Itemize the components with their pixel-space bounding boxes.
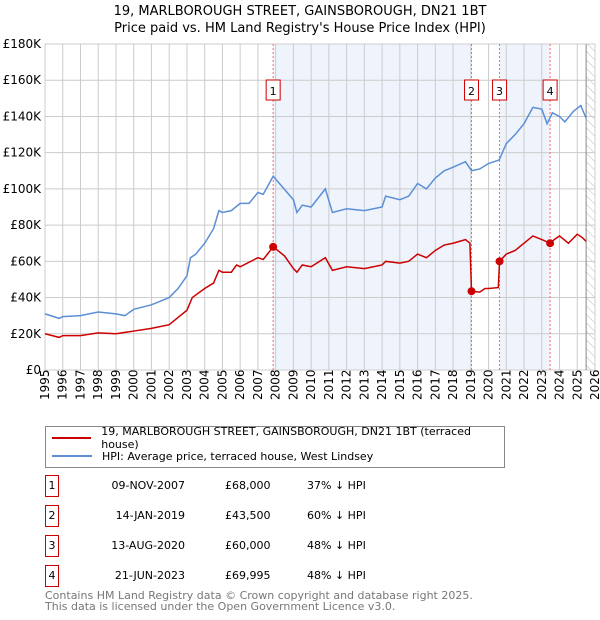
- sale-number: 2: [45, 505, 59, 527]
- chart: 1995 1996 1997 1998 1999 2000 2001 2002 2003 2004…: [3, 37, 600, 400]
- x-tick-label: 2014: [375, 369, 389, 400]
- forecast-hatch: [586, 44, 595, 370]
- sale-row: 3 13-AUG-2020 £60,000 48% ↓ HPI: [45, 535, 545, 557]
- property-price-line: [44, 233, 587, 339]
- x-tick-label: 2010: [304, 369, 318, 400]
- sale-marker-label: 4: [547, 85, 554, 98]
- sale-row: 2 14-JAN-2019 £43,500 60% ↓ HPI: [45, 505, 545, 527]
- x-tick-label: 2008: [269, 369, 283, 400]
- y-tick-label: £140K: [3, 109, 43, 123]
- x-tick-label: 2011: [322, 369, 336, 400]
- sale-hpi-diff: 37% ↓ HPI: [307, 479, 366, 492]
- sale-date: 14-JAN-2019: [115, 509, 185, 522]
- x-tick-label: 2018: [446, 369, 460, 400]
- y-tick-label: £120K: [3, 146, 43, 160]
- sale-hpi-diff: 48% ↓ HPI: [307, 539, 366, 552]
- sale-marker-box: [492, 79, 508, 101]
- sale-marker-label: 1: [270, 85, 277, 98]
- x-tick-label: 2025: [570, 369, 584, 400]
- x-tick-label: 2007: [251, 369, 265, 400]
- legend-label: HPI: Average price, terraced house, West…: [102, 449, 374, 463]
- sale-number: 1: [45, 475, 59, 497]
- sale-hpi-diff: 60% ↓ HPI: [307, 509, 366, 522]
- sale-price: £69,995: [225, 569, 271, 582]
- x-tick-label: 2006: [233, 369, 247, 400]
- x-tick-label: 2026: [588, 369, 600, 400]
- x-tick-label: 1997: [73, 369, 87, 400]
- sale-point: [495, 257, 504, 266]
- y-tick-label: £40K: [10, 291, 42, 305]
- x-tick-label: 2017: [428, 369, 442, 400]
- y-tick-label: £80K: [10, 218, 42, 232]
- sale-number: 3: [45, 535, 59, 557]
- x-tick-label: 2012: [340, 369, 354, 400]
- y-tick-label: £20K: [10, 327, 42, 341]
- sale-point: [269, 242, 278, 251]
- sale-row: 1 09-NOV-2007 £68,000 37% ↓ HPI: [45, 475, 545, 497]
- x-tick-label: 2020: [482, 369, 496, 400]
- x-tick-label: 2004: [198, 369, 212, 400]
- x-tick-label: 2000: [127, 369, 141, 400]
- x-tick-label: 2022: [517, 369, 531, 400]
- sale-marker-label: 3: [496, 85, 503, 98]
- shaded-region: [499, 44, 551, 370]
- x-tick-label: 2005: [215, 369, 229, 400]
- sale-hpi-diff: 48% ↓ HPI: [307, 569, 366, 582]
- footer-line: Contains HM Land Registry data © Crown c…: [45, 589, 473, 602]
- sale-row: 4 21-JUN-2023 £69,995 48% ↓ HPI: [45, 565, 545, 587]
- y-tick-label: £100K: [3, 182, 43, 196]
- shaded-region: [273, 44, 472, 370]
- footer: Contains HM Land Registry data © Crown c…: [45, 590, 473, 612]
- sale-price: £68,000: [225, 479, 271, 492]
- legend-label: 19, MARLBOROUGH STREET, GAINSBOROUGH, DN…: [101, 425, 471, 451]
- x-tick-label: 2002: [162, 369, 176, 400]
- y-tick-label: £60K: [10, 254, 42, 268]
- sale-marker-box: [265, 79, 281, 101]
- x-tick-label: 2023: [535, 369, 549, 400]
- chart-title: 19, MARLBOROUGH STREET, GAINSBOROUGH, DN…: [113, 4, 487, 19]
- x-tick-label: 2009: [286, 369, 300, 400]
- sale-point: [546, 239, 555, 248]
- sale-marker-box: [464, 79, 480, 101]
- x-tick-label: 2001: [144, 369, 158, 400]
- sale-marker-label: 2: [468, 85, 475, 98]
- legend: 19, MARLBOROUGH STREET, GAINSBOROUGH, DN…: [45, 425, 505, 468]
- sale-point: [467, 287, 476, 296]
- sale-marker-box: [542, 79, 558, 101]
- sale-price: £43,500: [225, 509, 271, 522]
- x-tick-label: 2003: [180, 369, 194, 400]
- y-tick-label: £180K: [3, 37, 43, 51]
- x-tick-label: 1998: [91, 369, 105, 400]
- x-tick-label: 2013: [357, 369, 371, 400]
- x-tick-label: 2015: [393, 369, 407, 400]
- legend-swatch: [52, 437, 92, 439]
- sale-date: 21-JUN-2023: [114, 569, 185, 582]
- footer-line: This data is licensed under the Open Gov…: [45, 600, 396, 613]
- x-tick-label: 2024: [553, 369, 567, 400]
- x-tick-label: 2021: [499, 369, 513, 400]
- sale-date: 09-NOV-2007: [111, 479, 185, 492]
- hpi-line: [44, 104, 587, 320]
- y-tick-label: £160K: [3, 73, 43, 87]
- legend-item-hpi: HPI: Average price, terraced house, West…: [52, 447, 373, 465]
- sale-price: £60,000: [225, 539, 271, 552]
- legend-swatch: [52, 455, 92, 457]
- x-tick-label: 2016: [411, 369, 425, 400]
- x-tick-label: 2019: [464, 369, 478, 400]
- sale-date: 13-AUG-2020: [111, 539, 185, 552]
- x-tick-label: 1996: [56, 369, 70, 400]
- legend-item-property: 19, MARLBOROUGH STREET, GAINSBOROUGH, DN…: [52, 425, 504, 451]
- sale-number: 4: [45, 565, 59, 587]
- x-tick-label: 1995: [38, 369, 52, 400]
- chart-subtitle: Price paid vs. HM Land Registry's House …: [114, 21, 486, 36]
- y-tick-label: £0: [26, 363, 41, 377]
- x-tick-label: 1999: [109, 369, 123, 400]
